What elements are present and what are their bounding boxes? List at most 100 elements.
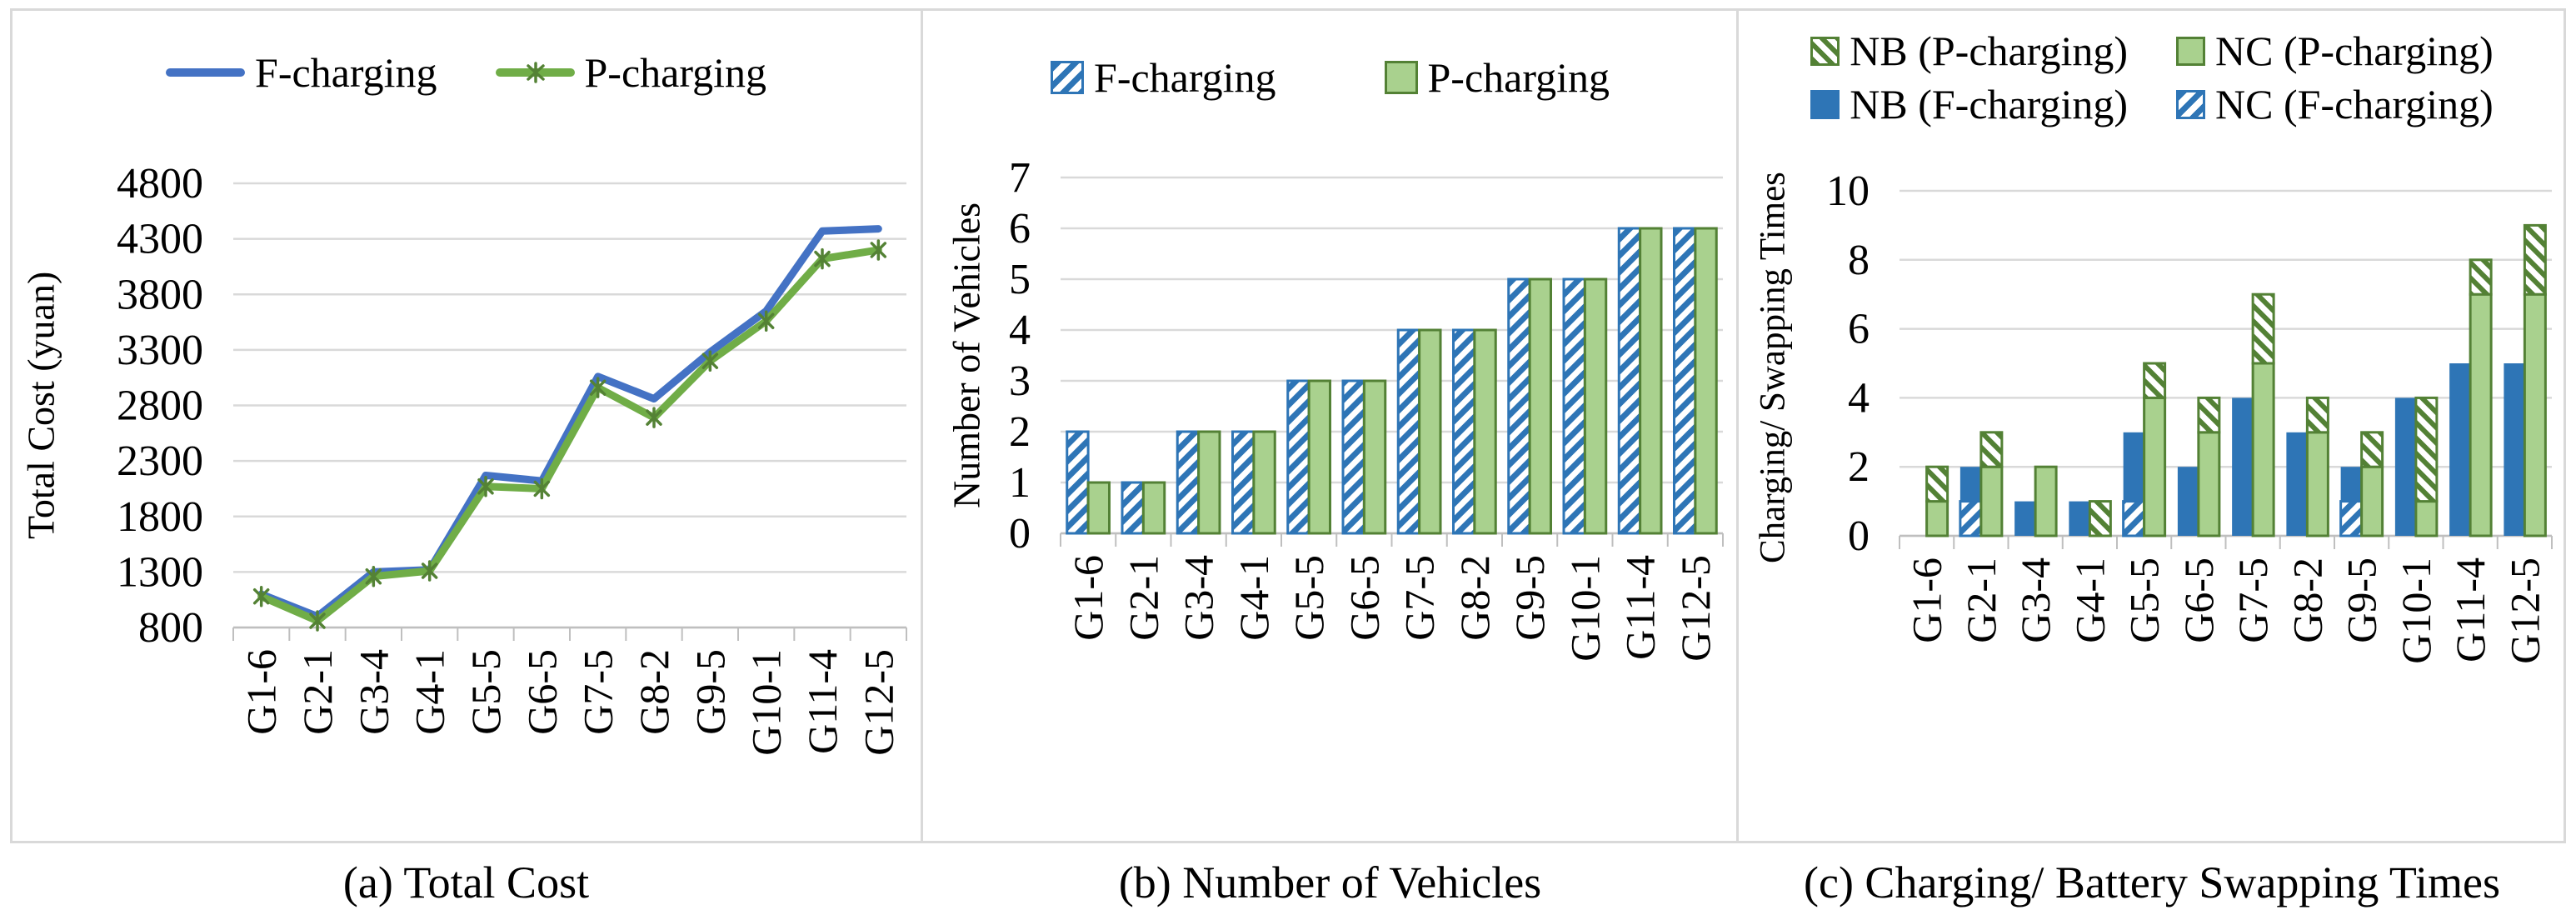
chart-c-legend-grid: NB (P-charging) NC (P-charging) NB (F-ch… <box>1810 30 2494 125</box>
legend-item-nb-f-charging: NB (F-charging) <box>1810 83 2128 125</box>
svg-text:G7-5: G7-5 <box>575 649 622 735</box>
legend-item-f-charging-bar: F-charging <box>1051 57 1276 98</box>
svg-text:G10-1: G10-1 <box>2393 558 2439 664</box>
svg-text:G8-2: G8-2 <box>2284 558 2330 643</box>
chart-c-y-axis-title: Charging/ Swapping Times <box>1753 172 1793 563</box>
f-charging-hatched-swatch-icon <box>1051 61 1085 94</box>
svg-text:G5-5: G5-5 <box>1286 555 1332 641</box>
svg-text:800: 800 <box>138 604 203 652</box>
legend-label: NC (F-charging) <box>2215 81 2494 128</box>
panel-total-cost: F-charging P-charging Total Cost (yuan) … <box>10 8 922 908</box>
chart-a-y-axis-title: Total Cost (yuan) <box>19 271 62 540</box>
nc-f-charging-hatched-swatch-icon <box>2176 89 2205 119</box>
svg-text:3: 3 <box>1009 358 1031 405</box>
svg-text:G4-1: G4-1 <box>2066 558 2113 643</box>
svg-text:G2-1: G2-1 <box>1120 555 1166 641</box>
svg-text:0: 0 <box>1848 512 1870 560</box>
svg-text:G12-5: G12-5 <box>2501 558 2548 664</box>
legend-item-nc-p-charging: NC (P-charging) <box>2176 30 2494 72</box>
p-charging-solid-swatch-icon <box>1384 61 1418 94</box>
chart-c-caption: (c) Charging/ Battery Swapping Times <box>1804 858 2500 908</box>
svg-text:G4-1: G4-1 <box>407 649 453 735</box>
svg-text:2: 2 <box>1009 408 1031 456</box>
legend-item-p-charging-line: P-charging <box>495 49 766 96</box>
legend-label: P-charging <box>584 49 766 96</box>
legend-label: NB (P-charging) <box>1850 28 2128 74</box>
svg-text:4300: 4300 <box>117 216 203 263</box>
legend-label: NB (F-charging) <box>1850 81 2128 128</box>
svg-text:G2-1: G2-1 <box>294 649 341 735</box>
svg-text:G6-5: G6-5 <box>2175 558 2222 643</box>
svg-text:3800: 3800 <box>117 271 203 318</box>
svg-text:G9-5: G9-5 <box>1506 555 1553 641</box>
svg-text:G7-5: G7-5 <box>2229 558 2276 643</box>
svg-text:7: 7 <box>1009 154 1031 202</box>
svg-text:G4-1: G4-1 <box>1231 555 1277 641</box>
panel-divider-ab <box>921 8 923 843</box>
panel-divider-bc <box>1736 8 1739 843</box>
legend-item-nc-f-charging: NC (F-charging) <box>2176 83 2494 125</box>
svg-text:4800: 4800 <box>117 160 203 208</box>
panel-number-of-vehicles: F-charging P-charging Number of Vehicles… <box>922 8 1738 908</box>
svg-text:6: 6 <box>1009 205 1031 252</box>
svg-text:2800: 2800 <box>117 382 203 430</box>
svg-text:4: 4 <box>1009 307 1031 354</box>
svg-text:6: 6 <box>1848 306 1870 353</box>
chart-b-legend: F-charging P-charging <box>922 57 1738 98</box>
chart-b-y-axis-title: Number of Vehicles <box>945 202 988 509</box>
legend-item-nb-p-charging: NB (P-charging) <box>1810 30 2128 72</box>
svg-text:G1-6: G1-6 <box>1065 555 1111 641</box>
legend-label: P-charging <box>1427 54 1610 101</box>
panel-charging-swapping-times: NB (P-charging) NC (P-charging) NB (F-ch… <box>1738 8 2566 908</box>
nc-p-charging-solid-swatch-icon <box>2176 36 2205 66</box>
svg-text:G6-5: G6-5 <box>1340 555 1387 641</box>
legend-label: NC (P-charging) <box>2215 28 2494 74</box>
chart-a-caption: (a) Total Cost <box>342 858 590 908</box>
svg-text:10: 10 <box>1826 168 1870 215</box>
svg-text:3300: 3300 <box>117 327 203 374</box>
svg-text:5: 5 <box>1009 256 1031 303</box>
svg-text:G3-4: G3-4 <box>1176 555 1222 641</box>
svg-text:8: 8 <box>1848 237 1870 284</box>
legend-label: F-charging <box>255 49 437 96</box>
svg-text:G5-5: G5-5 <box>2121 558 2168 643</box>
svg-text:1300: 1300 <box>117 548 203 596</box>
svg-text:G12-5: G12-5 <box>1672 555 1719 662</box>
nb-p-charging-hatched-swatch-icon <box>1810 36 1840 66</box>
nb-f-charging-solid-swatch-icon <box>1810 89 1840 119</box>
svg-text:G11-4: G11-4 <box>1617 555 1664 660</box>
svg-text:G9-5: G9-5 <box>2339 558 2385 643</box>
svg-text:G3-4: G3-4 <box>350 649 397 735</box>
svg-text:G1-6: G1-6 <box>1904 558 1950 643</box>
svg-text:G10-1: G10-1 <box>1561 555 1608 662</box>
legend-item-f-charging-line: F-charging <box>166 52 437 93</box>
f-charging-line-icon <box>166 68 246 77</box>
chart-b-caption: (b) Number of Vehicles <box>1118 858 1542 908</box>
svg-text:G1-6: G1-6 <box>238 649 285 735</box>
svg-text:G10-1: G10-1 <box>743 649 790 756</box>
svg-text:1: 1 <box>1009 459 1031 507</box>
svg-text:1800: 1800 <box>117 493 203 541</box>
svg-text:G12-5: G12-5 <box>855 649 901 756</box>
svg-text:G6-5: G6-5 <box>518 649 565 735</box>
asterisk-marker-icon <box>526 62 545 83</box>
legend-item-p-charging-bar: P-charging <box>1384 54 1610 101</box>
svg-text:G7-5: G7-5 <box>1396 555 1443 641</box>
svg-text:G8-2: G8-2 <box>1451 555 1498 641</box>
svg-text:G5-5: G5-5 <box>462 649 509 735</box>
chart-c-legend: NB (P-charging) NC (P-charging) NB (F-ch… <box>1738 30 2566 125</box>
svg-text:4: 4 <box>1848 374 1870 422</box>
svg-text:0: 0 <box>1009 510 1031 558</box>
svg-text:2: 2 <box>1848 443 1870 491</box>
svg-text:G8-2: G8-2 <box>631 649 677 735</box>
chart-a-legend: F-charging P-charging <box>10 52 922 93</box>
svg-text:G9-5: G9-5 <box>686 649 733 735</box>
svg-text:G11-4: G11-4 <box>2447 558 2494 662</box>
p-charging-line-icon <box>495 62 575 83</box>
svg-text:G3-4: G3-4 <box>2012 558 2059 643</box>
svg-text:G2-1: G2-1 <box>1958 558 2004 643</box>
